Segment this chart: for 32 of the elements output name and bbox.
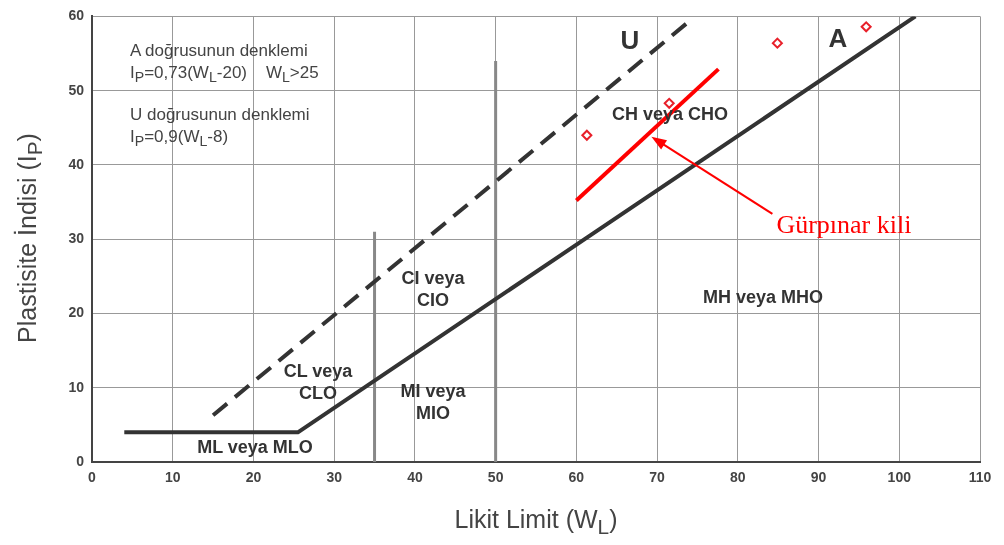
annotation: U doğrusunun denklemi: [130, 104, 311, 127]
y-tick-label: 20: [68, 304, 85, 321]
y-tick-label: 30: [68, 230, 85, 247]
annotation: MI veya MIO: [400, 380, 467, 423]
x-tick-label: 60: [568, 469, 585, 486]
y-tick-label: 0: [76, 452, 85, 469]
annotation: U: [620, 25, 640, 56]
y-tick-label: 50: [68, 81, 85, 98]
x-tick-label: 90: [810, 469, 827, 486]
x-tick-label: 20: [245, 469, 262, 486]
text: Gürpınar kili: [776, 209, 912, 239]
x-tick-label: 110: [968, 469, 992, 486]
x-tick-label: 80: [730, 469, 746, 486]
annotation: A: [828, 23, 848, 54]
x-tick-label: 30: [326, 469, 343, 486]
annotation: ML veya MLO: [197, 436, 313, 457]
y-tick-label: 60: [68, 7, 85, 24]
annotation: CL veya CLO: [283, 360, 354, 403]
x-axis-title: Likit Limit (W$_{L}$): [453, 505, 619, 539]
annotation: I$_{P}$=0,9(W$_{L}$-8): [130, 126, 230, 152]
annotation: CI veya CIO: [401, 267, 466, 310]
y-tick-label: 10: [68, 378, 85, 395]
annotation: A doğrusunun denklemi: [130, 40, 309, 62]
annotation: MH veya MHO: [702, 286, 824, 307]
x-tick-label: 50: [487, 469, 504, 486]
x-tick-label: 100: [887, 469, 912, 486]
x-tick-label: 70: [649, 469, 666, 486]
y-tick-label: 40: [68, 155, 85, 172]
x-tick-label: 0: [88, 469, 97, 486]
x-tick-label: 40: [407, 469, 423, 486]
x-tick-label: 10: [164, 469, 181, 486]
annotation: I$_{P}$=0,73(W$_{L}$-20) W$_{L}$>25: [130, 62, 319, 88]
